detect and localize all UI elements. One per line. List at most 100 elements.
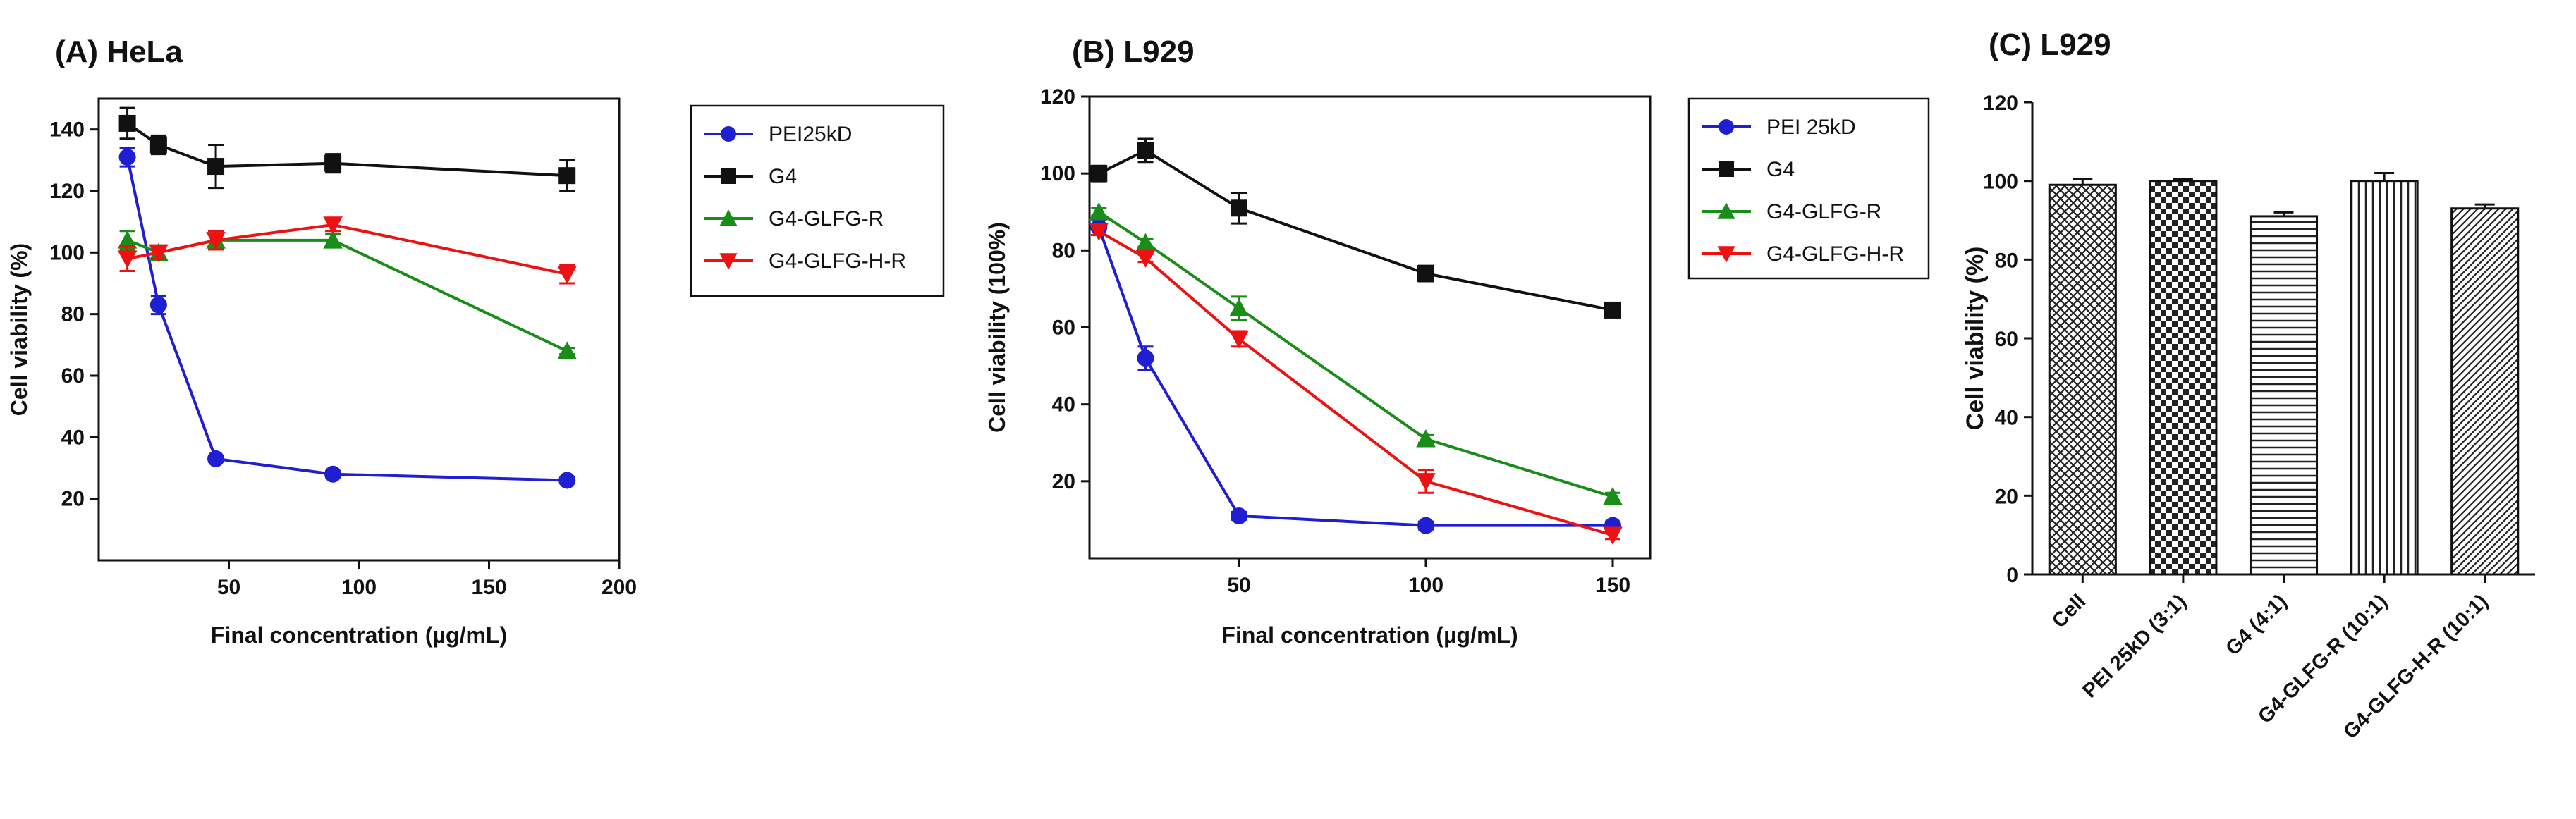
y-tick-label: 80 <box>61 303 85 326</box>
series-line <box>1097 226 1613 527</box>
data-point <box>557 266 577 284</box>
panel-title: (C) L929 <box>1989 27 2111 62</box>
legend-item: G4 <box>704 165 797 188</box>
data-point <box>1604 301 1621 319</box>
x-axis-label: Final concentration (µg/mL) <box>1221 622 1518 648</box>
series-line <box>127 223 568 276</box>
legend-item: G4-GLFG-H-R <box>1702 242 1904 266</box>
y-tick-label: 80 <box>1995 249 2018 272</box>
y-tick-label: 100 <box>1983 171 2018 194</box>
legend-item: G4-GLFG-R <box>1702 200 1881 223</box>
data-point <box>1137 142 1154 159</box>
data-point <box>557 341 577 359</box>
series-line <box>126 122 568 178</box>
x-tick-label: 50 <box>1227 574 1250 597</box>
y-tick-label: 120 <box>49 180 85 203</box>
series-pei-25kd <box>1090 218 1621 534</box>
data-point <box>323 230 343 249</box>
y-tick-label: 100 <box>49 241 85 264</box>
data-point <box>118 114 136 132</box>
panel-title: (A) HeLa <box>55 35 183 69</box>
y-tick-label: 120 <box>1040 85 1075 109</box>
data-point <box>1135 233 1156 252</box>
bar <box>2048 183 2117 576</box>
series-line <box>1098 230 1613 537</box>
legend-marker <box>721 126 736 142</box>
y-tick-label: 20 <box>1052 470 1075 493</box>
data-point <box>1417 265 1434 283</box>
legend: PEI 25kD G4 G4-GLFG-R G4-GLFG-H-R <box>1687 97 1930 280</box>
legend-label: PEI 25kD <box>1766 116 1856 139</box>
series-line <box>1098 211 1613 498</box>
data-point <box>1229 331 1249 349</box>
legend-marker <box>721 168 736 184</box>
legend-label: G4-GLFG-R <box>1766 200 1881 223</box>
legend-item: G4-GLFG-H-R <box>704 250 906 273</box>
legend-label: G4 <box>1766 158 1795 181</box>
data-point <box>1416 429 1436 448</box>
bar <box>2249 215 2319 576</box>
legend-label: G4 <box>769 165 797 188</box>
y-tick-label: 40 <box>1052 393 1075 417</box>
plot-frame <box>1088 95 1652 560</box>
y-tick-label: 40 <box>1995 407 2018 430</box>
data-point <box>324 154 342 172</box>
y-tick-label: 0 <box>2006 564 2018 587</box>
x-axis-label: Final concentration (µg/mL) <box>211 622 507 648</box>
legend-marker <box>1717 246 1735 263</box>
legend-label: G4-GLFG-H-R <box>1766 242 1904 266</box>
y-tick-label: 20 <box>1995 485 2018 508</box>
y-tick-label: 60 <box>1995 328 2018 351</box>
data-point <box>117 250 138 269</box>
series-g4 <box>1090 137 1621 319</box>
data-point <box>1417 517 1434 534</box>
x-category-label: G4 (4:1) <box>2221 590 2291 660</box>
bar <box>2350 180 2419 576</box>
series-g4-glfg-r <box>1089 202 1623 505</box>
panel-b: (B) L929 20 40 60 80 100 120 50 100 150 Final conc… <box>984 35 1930 648</box>
series-g4-glfg-h-r <box>1089 223 1623 546</box>
data-point <box>1231 507 1247 524</box>
data-point <box>207 450 225 467</box>
y-axis-label: Cell viability (%) <box>1962 247 1989 431</box>
plot-frame <box>97 97 621 562</box>
panel-title: (B) L929 <box>1072 35 1195 69</box>
data-point <box>1089 223 1109 241</box>
y-axis-label: Cell viability (100%) <box>984 222 1010 433</box>
data-point <box>1603 486 1623 505</box>
data-point <box>558 167 576 185</box>
data-point <box>1090 165 1108 183</box>
legend-marker <box>719 253 738 270</box>
data-point <box>207 158 225 176</box>
x-tick-label: 100 <box>341 576 377 599</box>
x-category-label: PEI 25kD (3:1) <box>2078 590 2190 702</box>
legend-marker <box>1717 202 1735 219</box>
legend-marker <box>1719 161 1734 177</box>
x-category-label: Cell <box>2048 590 2090 632</box>
data-point <box>1416 473 1436 491</box>
y-tick-label: 80 <box>1052 239 1075 262</box>
data-point <box>1089 202 1109 221</box>
legend: PEI25kD G4 G4-GLFG-R G4-GLFG-H-R <box>690 104 945 297</box>
data-point <box>1229 298 1249 316</box>
data-point <box>206 232 226 250</box>
data-point <box>558 472 576 489</box>
data-point <box>118 148 136 166</box>
series-g4-glfg-r <box>117 230 577 359</box>
bar <box>2450 207 2520 576</box>
x-tick-label: 150 <box>471 576 506 599</box>
legend-item: PEI 25kD <box>1702 116 1856 139</box>
y-tick-label: 20 <box>61 488 85 511</box>
y-tick-label: 100 <box>1040 162 1075 185</box>
legend-label: G4-GLFG-H-R <box>769 250 906 273</box>
x-tick-label: 150 <box>1595 574 1630 597</box>
data-point <box>324 465 342 483</box>
x-tick-label: 50 <box>217 576 240 599</box>
series-pei25kd <box>118 147 576 489</box>
data-point <box>117 230 138 249</box>
series-g4 <box>118 106 576 192</box>
data-point <box>1231 199 1247 217</box>
legend-label: G4-GLFG-R <box>769 207 884 230</box>
